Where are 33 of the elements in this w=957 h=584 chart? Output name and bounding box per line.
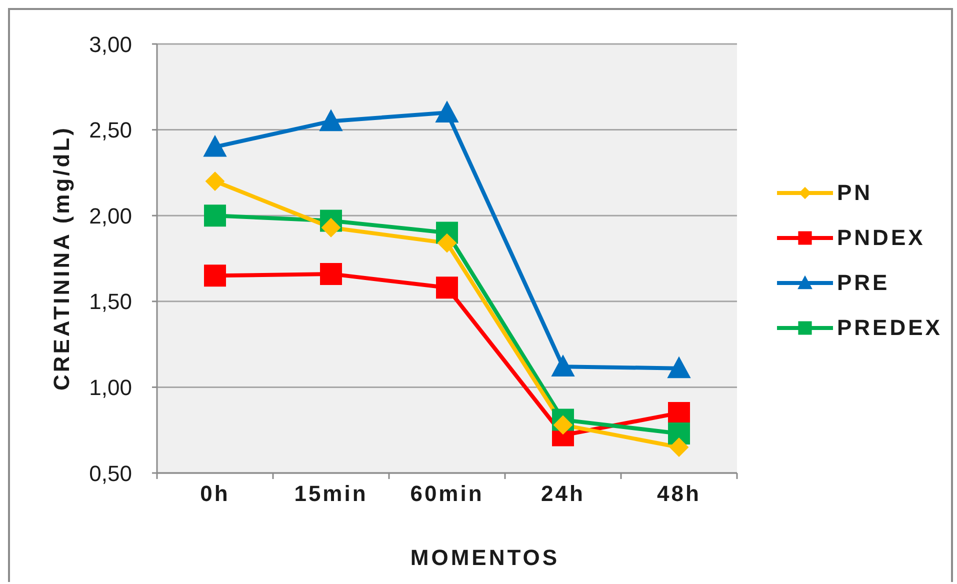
point: [204, 204, 226, 227]
point: [438, 234, 456, 253]
y-axis-title: CREATININA (mg/dL): [48, 126, 74, 390]
point: [206, 172, 224, 191]
y-tick-label: 1,00: [89, 375, 132, 400]
x-tick-label: 0h: [200, 480, 230, 506]
x-tick-label: 15min: [294, 480, 368, 506]
point: [204, 135, 226, 157]
point: [436, 101, 458, 122]
point: [436, 276, 458, 299]
point: [322, 218, 340, 238]
y-tick-label: 2,50: [89, 118, 132, 143]
x-tick-label: 48h: [657, 480, 701, 506]
y-tick-label: 0,50: [89, 460, 132, 486]
point: [320, 110, 342, 132]
y-tick-label: 1,50: [89, 289, 132, 314]
legend-label: PN: [837, 180, 873, 206]
point: [554, 415, 572, 434]
point: [670, 438, 688, 457]
legend-label: PREDEX: [837, 315, 942, 341]
x-axis-title: MOMENTOS: [410, 544, 560, 570]
y-tick-label: 2,00: [89, 203, 132, 228]
point: [552, 355, 574, 376]
point: [668, 356, 690, 378]
y-tick-label: 3,00: [89, 32, 132, 57]
legend-label: PRE: [837, 270, 890, 296]
x-tick-label: 60min: [410, 480, 484, 506]
point: [320, 262, 342, 285]
x-tick-label: 24h: [541, 480, 585, 506]
point: [668, 422, 690, 445]
point: [668, 402, 690, 424]
legend-label: PNDEX: [837, 225, 926, 251]
point: [204, 264, 226, 287]
